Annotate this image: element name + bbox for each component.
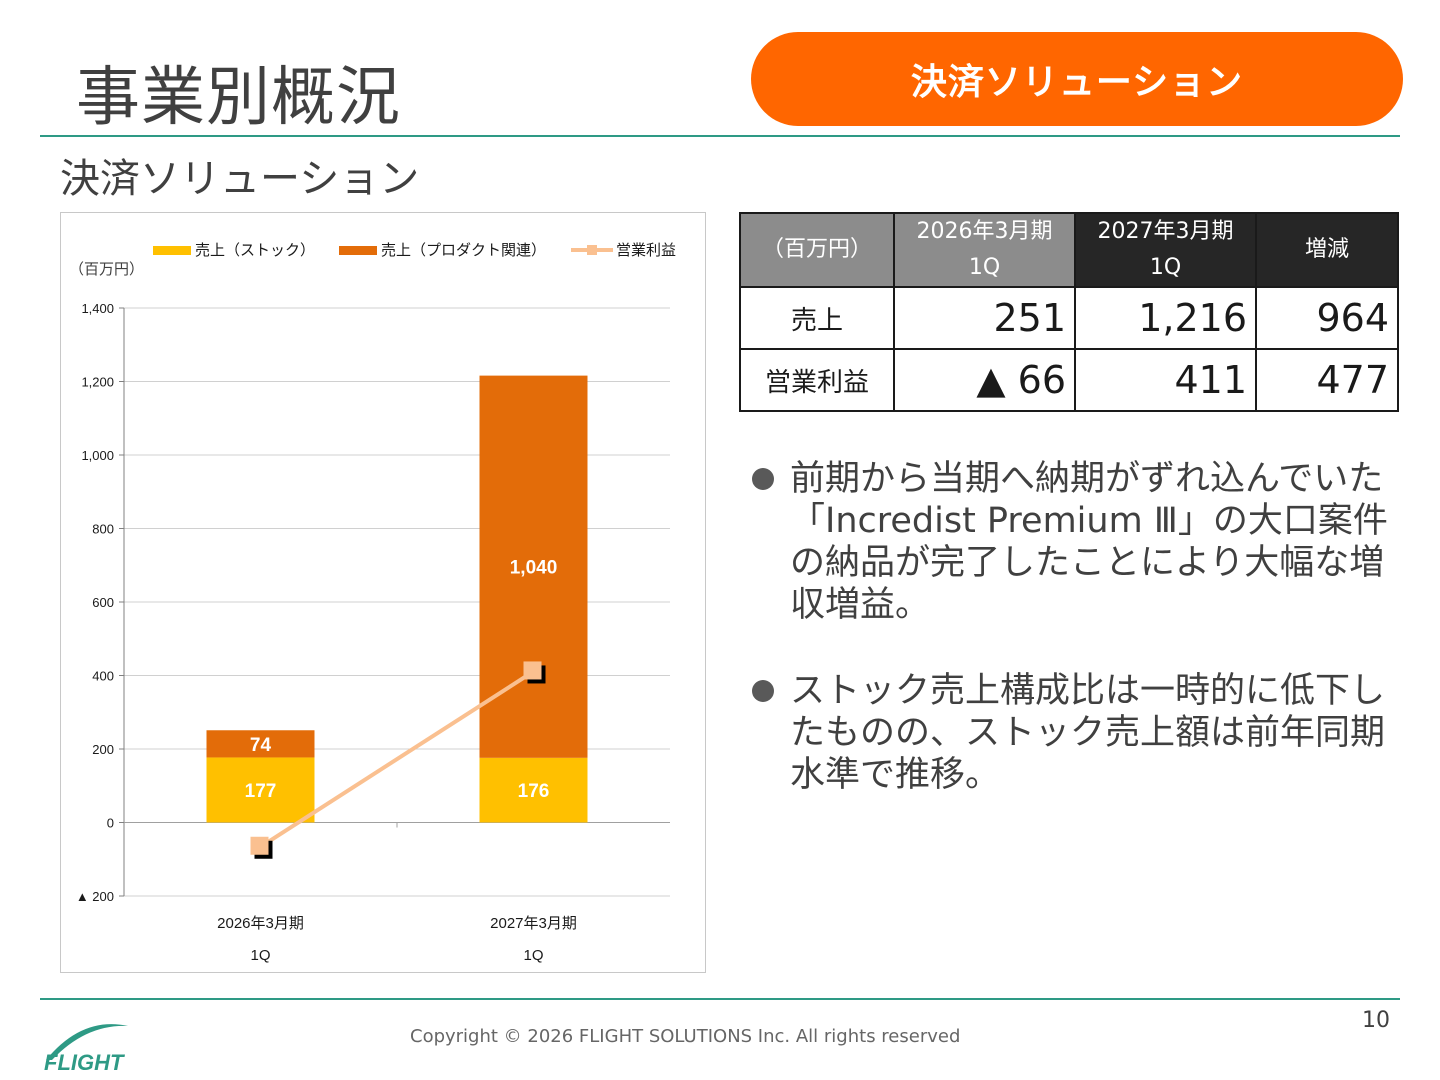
prev-value: 251 <box>893 286 1076 350</box>
bullet-text: 前期から当期へ納期がずれ込んでいた「Incredist Premium Ⅲ」の大… <box>790 459 1388 625</box>
prev-period-line2: 1Q <box>968 255 1001 280</box>
page-number: 10 <box>1362 1008 1390 1033</box>
bar <box>479 757 588 823</box>
flight-logo: FLIGHT <box>44 1024 128 1074</box>
y-tick-label: ▲ 200 <box>76 889 114 904</box>
legend-entry: 売上（ストック） <box>195 242 315 259</box>
x-tick-label: 2026年3月期 <box>217 915 304 932</box>
bullet-dot-icon <box>752 468 774 490</box>
prev-value: ▲ 66 <box>893 348 1076 412</box>
copyright-text: Copyright © 2026 FLIGHT SOLUTIONS Inc. A… <box>410 1026 961 1047</box>
bar <box>206 757 315 823</box>
legend-swatch <box>153 246 191 255</box>
x-tick-label-sub: 1Q <box>523 947 543 964</box>
bullet-text: ストック売上構成比は一時的に低下したものの、ストック売上額は前年同期水準で推移。 <box>790 671 1386 795</box>
list-item: 前期から当期へ納期がずれ込んでいた「Incredist Premium Ⅲ」の大… <box>752 458 1392 626</box>
x-tick-label: 2027年3月期 <box>490 915 577 932</box>
y-tick-label: 800 <box>92 522 114 537</box>
list-item: ストック売上構成比は一時的に低下したものの、ストック売上額は前年同期水準で推移。 <box>752 670 1392 796</box>
cur-value: 1,216 <box>1074 286 1257 350</box>
table-unit-header: （百万円） <box>739 212 895 288</box>
profit-line <box>259 669 535 849</box>
legend-swatch <box>339 246 377 255</box>
chart-canvas: （百万円） 1,400 1,200 1,000 800 600 400 200 0 ▲ 200 17… <box>69 242 676 964</box>
y-tick-label: 400 <box>92 669 114 684</box>
y-tick-label: 200 <box>92 742 114 757</box>
section-subtitle: 決済ソリューション <box>60 156 420 202</box>
bar-data-label: 176 <box>518 781 550 802</box>
table-cur-period-header: 2027年3月期 1Q <box>1074 212 1257 288</box>
x-tick-label-sub: 1Q <box>250 947 270 964</box>
bar <box>206 730 315 758</box>
cur-value: 411 <box>1074 348 1257 412</box>
y-tick-label: 1,200 <box>81 375 114 390</box>
chart-unit-label: （百万円） <box>69 261 144 278</box>
bar-data-label: 1,040 <box>510 558 558 579</box>
logo-wordmark: FLIGHT <box>44 1050 125 1074</box>
cur-period-line1: 2027年3月期 <box>1097 219 1234 244</box>
table-row: 営業利益 ▲ 66 411 477 <box>739 348 1399 412</box>
header-divider <box>40 135 1400 137</box>
table-prev-period-header: 2026年3月期 1Q <box>893 212 1076 288</box>
cur-period-line2: 1Q <box>1149 255 1182 280</box>
profit-marker <box>250 836 269 855</box>
y-tick-label: 1,000 <box>81 448 114 463</box>
row-label: 営業利益 <box>739 348 895 412</box>
row-label: 売上 <box>739 286 895 350</box>
footer-divider <box>40 998 1400 1000</box>
y-tick-label: 0 <box>107 816 114 831</box>
bullet-dot-icon <box>752 680 774 702</box>
profit-marker <box>523 661 542 680</box>
sales-profit-chart: （百万円） 1,400 1,200 1,000 800 600 400 200 0 ▲ 200 17… <box>60 212 706 973</box>
legend-marker-swatch <box>587 245 597 255</box>
segment-badge: 決済ソリューション <box>751 32 1403 126</box>
y-tick-label: 600 <box>92 595 114 610</box>
diff-value: 477 <box>1255 348 1399 412</box>
bar-data-label: 177 <box>245 781 277 802</box>
legend-entry: 営業利益 <box>616 242 676 259</box>
table-row: 売上 251 1,216 964 <box>739 286 1399 350</box>
table-diff-header: 増減 <box>1255 212 1399 288</box>
logo-swoosh-icon <box>46 1024 128 1060</box>
diff-value: 964 <box>1255 286 1399 350</box>
prev-period-line1: 2026年3月期 <box>916 219 1053 244</box>
legend-entry: 売上（プロダクト関連） <box>381 242 546 259</box>
table-header-row: （百万円） 2026年3月期 1Q 2027年3月期 1Q 増減 <box>739 212 1399 288</box>
results-table: （百万円） 2026年3月期 1Q 2027年3月期 1Q 増減 売上 251 … <box>739 212 1399 412</box>
bar-data-label: 74 <box>250 735 272 756</box>
page-title: 事業別概況 <box>76 61 401 135</box>
y-tick-label: 1,400 <box>81 301 114 316</box>
commentary-list: 前期から当期へ納期がずれ込んでいた「Incredist Premium Ⅲ」の大… <box>752 458 1392 840</box>
